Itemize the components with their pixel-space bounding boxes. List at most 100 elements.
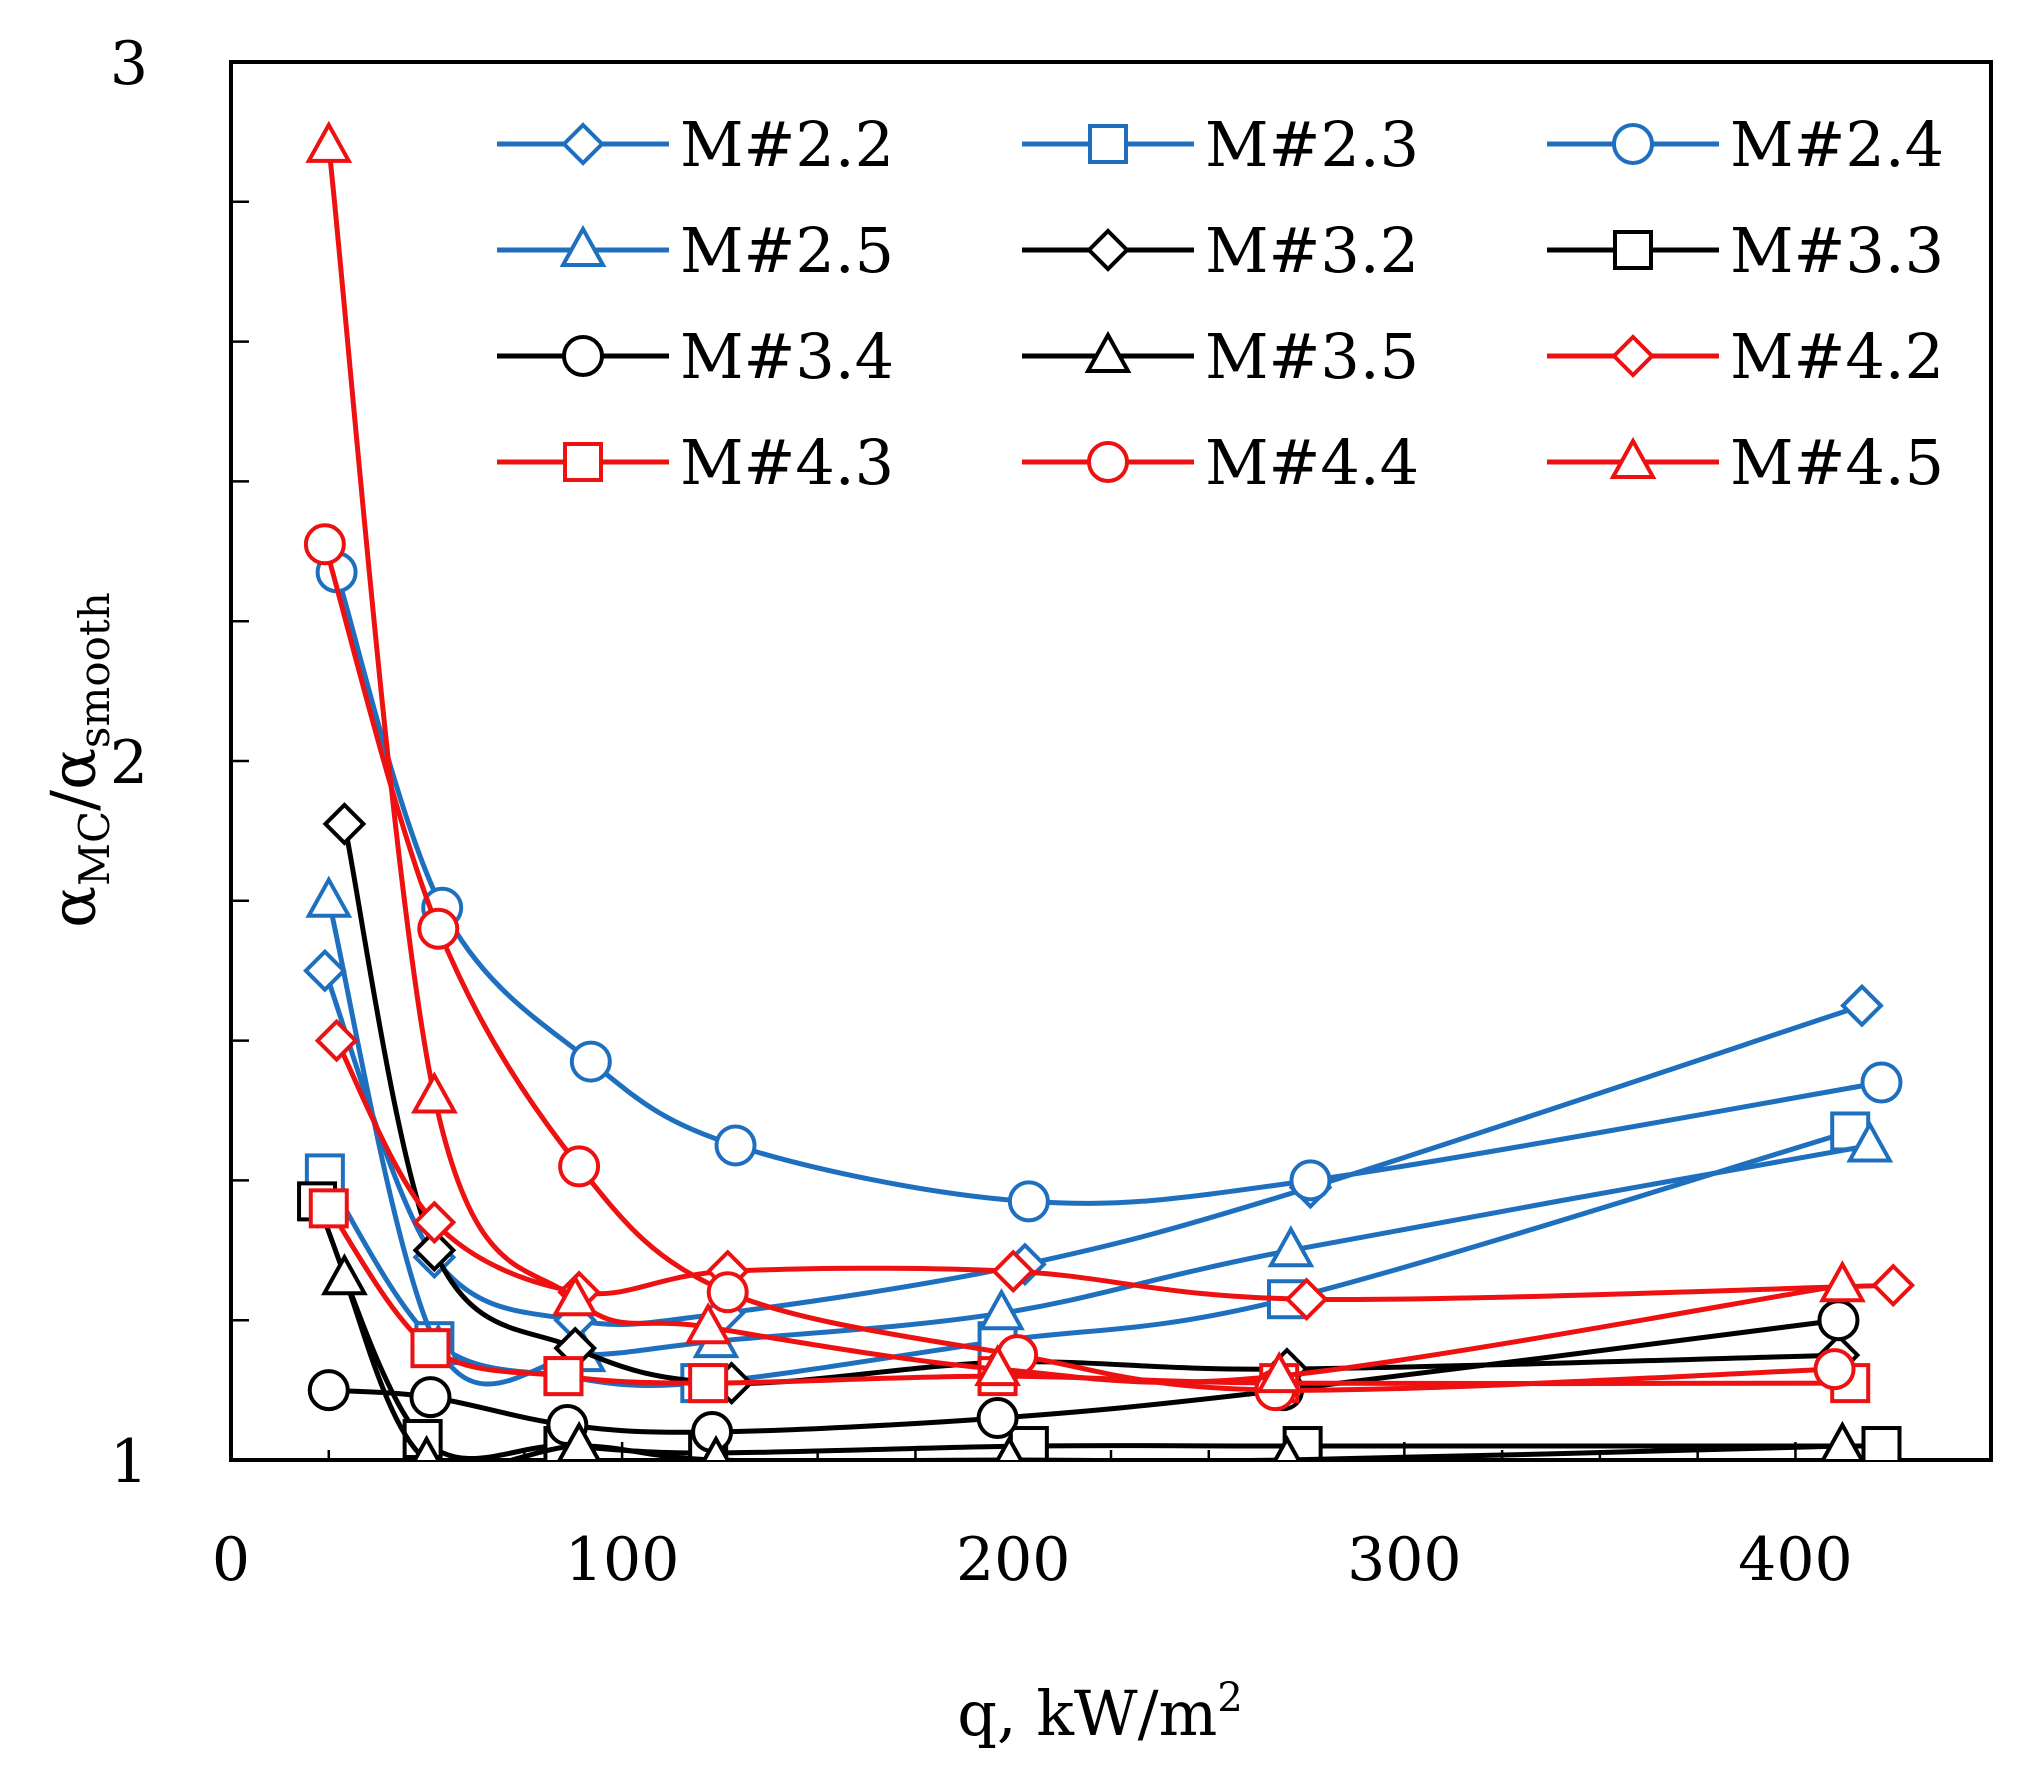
data-point bbox=[569, 1040, 612, 1083]
legend-item: M#4.3 bbox=[497, 426, 894, 499]
y-tick-label: 2 bbox=[110, 728, 148, 798]
data-point bbox=[303, 523, 346, 566]
data-point bbox=[991, 1249, 1036, 1294]
legend-marker bbox=[1609, 436, 1657, 479]
legend-marker bbox=[562, 335, 604, 377]
data-point bbox=[1813, 1348, 1856, 1391]
legend-label: M#3.3 bbox=[1730, 214, 1944, 287]
legend-item: M#2.5 bbox=[497, 214, 894, 287]
data-point bbox=[1840, 983, 1884, 1028]
legend-label: M#4.2 bbox=[1730, 320, 1944, 393]
legend-item: M#2.2 bbox=[497, 108, 894, 181]
series-m-3-3 bbox=[297, 1181, 1902, 1460]
x-tick-label: 100 bbox=[565, 1525, 680, 1595]
legend: M#2.2 M#2.3 M#2.4 M#2.5 M#3.2 M#3.3 M#3.4 M#3.5… bbox=[497, 108, 1944, 499]
data-point bbox=[706, 1271, 749, 1314]
legend-label: M#2.3 bbox=[1205, 108, 1419, 181]
data-point bbox=[1255, 1351, 1303, 1394]
series-line bbox=[342, 1277, 1843, 1460]
legend-item: M#3.2 bbox=[1022, 214, 1419, 287]
data-point bbox=[543, 1356, 584, 1397]
legend-marker bbox=[561, 122, 605, 166]
data-point bbox=[1818, 1260, 1866, 1303]
series-line bbox=[322, 543, 1835, 1393]
data-point bbox=[1284, 1277, 1329, 1322]
y-tick-label: 3 bbox=[110, 29, 148, 99]
data-point bbox=[303, 948, 347, 993]
data-point bbox=[976, 1397, 1019, 1440]
data-point bbox=[1817, 1299, 1860, 1342]
legend-label: M#4.4 bbox=[1205, 426, 1419, 499]
x-tick-label: 300 bbox=[1347, 1525, 1462, 1595]
data-point bbox=[558, 1145, 601, 1188]
data-point bbox=[410, 1071, 458, 1114]
series-m-4-5 bbox=[305, 120, 1866, 1394]
y-axis-title: αMC/αsmooth bbox=[37, 592, 119, 928]
data-point bbox=[978, 1288, 1025, 1331]
legend-label: M#4.5 bbox=[1730, 426, 1944, 499]
series-m-3-5 bbox=[321, 1253, 1865, 1460]
legend-item: M#4.5 bbox=[1547, 426, 1944, 499]
legend-label: M#2.2 bbox=[680, 108, 894, 181]
legend-marker bbox=[1088, 124, 1128, 164]
data-point bbox=[412, 1200, 457, 1245]
data-point bbox=[1007, 1180, 1050, 1223]
legend-item: M#3.5 bbox=[1022, 320, 1419, 393]
series-m-2-3 bbox=[304, 1111, 1871, 1404]
legend-label: M#3.5 bbox=[1205, 320, 1419, 393]
series-line bbox=[334, 571, 1882, 1206]
series-layer bbox=[297, 120, 1916, 1460]
data-point bbox=[1860, 1061, 1903, 1104]
data-point bbox=[1861, 1426, 1902, 1460]
legend-item: M#4.4 bbox=[1022, 426, 1419, 499]
series-line bbox=[326, 900, 1871, 1387]
legend-label: M#2.4 bbox=[1730, 108, 1944, 181]
data-point bbox=[1820, 1420, 1865, 1460]
data-point bbox=[308, 1188, 349, 1229]
data-point bbox=[551, 1274, 599, 1317]
legend-item: M#3.3 bbox=[1547, 214, 1944, 287]
legend-marker bbox=[559, 224, 607, 267]
legend-marker bbox=[1613, 230, 1653, 270]
x-tick-label: 400 bbox=[1738, 1525, 1853, 1595]
data-point bbox=[305, 120, 353, 163]
legend-marker bbox=[1087, 441, 1129, 483]
legend-item: M#4.2 bbox=[1547, 320, 1944, 393]
data-point bbox=[995, 1434, 1024, 1460]
legend-marker bbox=[1611, 334, 1655, 378]
data-point bbox=[1289, 1159, 1332, 1202]
data-point bbox=[410, 1328, 451, 1369]
data-point bbox=[1267, 1225, 1315, 1268]
data-point bbox=[305, 875, 353, 918]
legend-label: M#2.5 bbox=[680, 214, 894, 287]
data-point bbox=[307, 1369, 350, 1412]
data-point bbox=[557, 1420, 601, 1460]
x-tick-label: 0 bbox=[212, 1525, 250, 1595]
data-point bbox=[714, 1124, 757, 1167]
data-point bbox=[417, 907, 460, 950]
series-m-2-5 bbox=[305, 875, 1894, 1387]
data-point bbox=[322, 802, 367, 846]
legend-marker bbox=[1612, 123, 1654, 165]
data-point bbox=[702, 1434, 730, 1460]
series-line bbox=[326, 145, 1843, 1385]
legend-marker bbox=[1086, 228, 1130, 272]
series-line bbox=[322, 969, 1863, 1328]
data-point bbox=[412, 1434, 441, 1460]
data-point bbox=[1273, 1434, 1301, 1460]
legend-label: M#3.4 bbox=[680, 320, 894, 393]
data-point bbox=[684, 1302, 732, 1345]
legend-label: M#3.2 bbox=[1205, 214, 1419, 287]
data-point bbox=[688, 1363, 729, 1404]
legend-item: M#2.3 bbox=[1022, 108, 1419, 181]
data-point bbox=[412, 1228, 457, 1273]
y-tick-label: 1 bbox=[110, 1427, 148, 1497]
data-point bbox=[409, 1376, 452, 1419]
data-point bbox=[1846, 1120, 1894, 1163]
tick-labels: 0 100 200 300 400 1 2 3 bbox=[110, 29, 1853, 1595]
x-tick-label: 200 bbox=[956, 1525, 1071, 1595]
data-point bbox=[314, 1018, 359, 1063]
data-point bbox=[321, 1253, 368, 1296]
legend-label: M#4.3 bbox=[680, 426, 894, 499]
